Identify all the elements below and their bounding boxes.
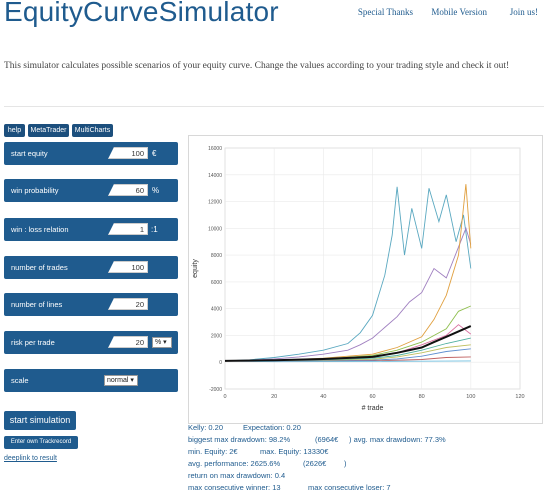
win-probability-label: win probability: [11, 186, 59, 195]
scale-select[interactable]: normal ▾: [104, 375, 138, 386]
start-equity-input[interactable]: 100: [108, 147, 148, 159]
win-loss-input[interactable]: 1: [108, 223, 148, 235]
tab-help[interactable]: help: [4, 124, 25, 137]
win-probability-input[interactable]: 60: [108, 184, 148, 196]
equity-line: [224, 186, 472, 362]
number-of-trades-row: number of trades 100: [4, 256, 178, 279]
stat-kelly: Kelly: 0.20: [188, 423, 224, 432]
number-of-lines-row: number of lines 20: [4, 293, 178, 316]
tab-metatrader[interactable]: MetaTrader: [28, 124, 69, 137]
x-tick-label: 60: [369, 394, 375, 400]
y-tick-label: 16000: [208, 146, 222, 152]
equity-chart-svg: -200002000400060008000100001200014000160…: [192, 146, 525, 412]
x-tick-label: 20: [271, 394, 277, 400]
stat-max-consecutive-loser: max consecutive loser: 7: [308, 483, 391, 492]
intro-text: This simulator calculates possible scena…: [4, 61, 510, 71]
win-loss-unit: :1: [151, 225, 158, 234]
win-loss-label: win : loss relation: [11, 225, 69, 234]
win-probability-row: win probability 60 %: [4, 179, 178, 202]
start-equity-unit: €: [152, 149, 157, 158]
stat-expectation: Expectation: 0.20: [243, 423, 301, 432]
number-of-trades-input[interactable]: 100: [108, 261, 148, 273]
y-axis-label: equity: [192, 259, 199, 278]
risk-per-trade-label: risk per trade: [11, 338, 55, 347]
y-tick-label: 0: [219, 360, 222, 366]
stat-biggest-drawdown: biggest max drawdown: 98.2%: [188, 435, 291, 444]
y-tick-label: 8000: [211, 253, 222, 259]
mobile-version-link[interactable]: Mobile Version: [431, 7, 487, 17]
x-tick-label: 80: [419, 394, 425, 400]
number-of-lines-input[interactable]: 20: [108, 298, 148, 310]
deeplink-result-link[interactable]: deeplink to result: [4, 455, 57, 462]
stat-return-drawdown: return on max drawdown: 0.4: [188, 471, 286, 480]
x-axis-label: # trade: [362, 405, 384, 412]
y-tick-label: 4000: [211, 307, 222, 313]
stat-max-consecutive-winner: max consecutive winner: 13: [188, 483, 281, 492]
enter-trackrecord-button[interactable]: Enter own Trackrecord: [4, 436, 78, 449]
start-equity-row: start equity 100 €: [4, 142, 178, 165]
x-tick-label: 120: [515, 394, 524, 400]
equity-chart: -2000 0 2000 4000 6000 8000 10000 12000 14000 160…: [188, 135, 543, 424]
y-tick-label: -2000: [209, 387, 222, 393]
number-of-lines-label: number of lines: [11, 300, 63, 309]
special-thanks-link[interactable]: Special Thanks: [357, 7, 413, 17]
app-title: EquityCurveSimulator: [4, 0, 279, 27]
divider: [4, 106, 544, 107]
scale-label: scale: [11, 376, 29, 385]
mean-equity-line: [224, 325, 472, 362]
y-tick-label: 10000: [208, 226, 222, 232]
stat-min-equity: min. Equity: 2€: [188, 447, 238, 456]
number-of-trades-label: number of trades: [11, 263, 68, 272]
equity-line: [224, 360, 471, 363]
risk-unit-select[interactable]: % ▾: [152, 337, 172, 348]
scale-row: scale normal ▾: [4, 369, 178, 392]
x-tick-label: 100: [466, 394, 475, 400]
y-tick-label: 2000: [211, 333, 222, 339]
risk-per-trade-input[interactable]: 20: [108, 336, 148, 348]
start-simulation-button[interactable]: start simulation: [4, 411, 76, 430]
stat-avg-performance-value: (2626€: [303, 459, 327, 468]
equity-line: [224, 226, 472, 362]
win-probability-unit: %: [152, 186, 160, 195]
stat-avg-performance: avg. performance: 2625.6%: [188, 459, 281, 468]
y-tick-label: 14000: [208, 173, 222, 179]
x-tick-label: 0: [223, 394, 226, 400]
risk-per-trade-row: risk per trade 20 % ▾: [4, 331, 178, 354]
join-us-link[interactable]: Join us!: [509, 7, 538, 17]
stat-max-equity: max. Equity: 13330€: [260, 447, 329, 456]
stat-avg-drawdown: ) avg. max drawdown: 77.3%: [349, 435, 446, 444]
stat-avg-performance-close: ): [344, 459, 347, 468]
tab-multicharts[interactable]: MultiCharts: [72, 124, 113, 137]
x-tick-label: 40: [320, 394, 326, 400]
start-equity-label: start equity: [11, 149, 48, 158]
y-tick-label: 12000: [208, 200, 222, 206]
win-loss-row: win : loss relation 1 :1: [4, 218, 178, 241]
stat-biggest-drawdown-value: (6964€: [315, 435, 339, 444]
y-tick-label: 6000: [211, 280, 222, 286]
